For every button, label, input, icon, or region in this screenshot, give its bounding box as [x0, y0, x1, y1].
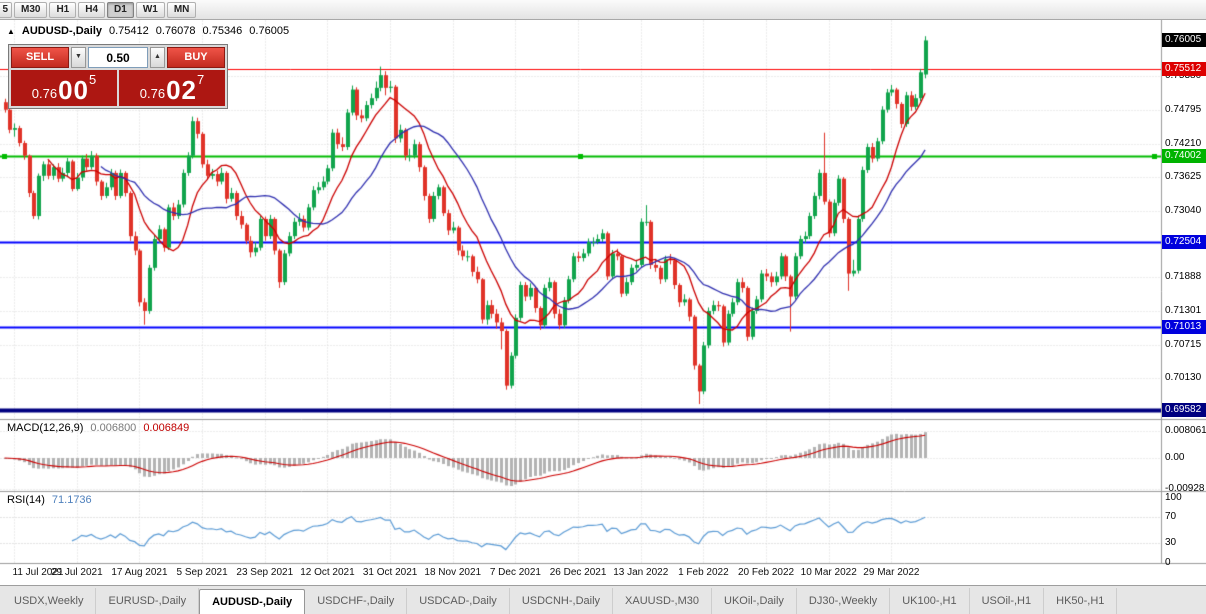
price-badge: 0.74002 — [1162, 148, 1206, 163]
chart-tabs-bar: USDX,Weekly EURUSD-,Daily AUDUSD-,Daily USD… — [0, 585, 1206, 614]
chart-tab-ukoil-daily[interactable]: UKOil-,Daily — [712, 588, 797, 614]
price-axis-label: 0.70130 — [1165, 372, 1202, 384]
ohlc-open: 0.75412 — [109, 25, 149, 37]
rsi-axis-label: 30 — [1165, 537, 1177, 548]
time-axis-label: 29 Mar 2022 — [863, 567, 920, 578]
rsi-axis-label: 100 — [1165, 491, 1182, 503]
time-axis-label: 17 Aug 2021 — [111, 567, 168, 578]
ask-pips: 02 — [166, 75, 197, 105]
chart-tab-usdcad-daily[interactable]: USDCAD-,Daily — [407, 588, 510, 614]
price-axis-label: 0.73625 — [1165, 171, 1202, 183]
time-axis-label: 20 Feb 2022 — [737, 567, 795, 578]
time-axis-label: 5 Sep 2021 — [176, 567, 228, 578]
chart-tab-xauusd-m30[interactable]: XAUUSD-,M30 — [613, 588, 713, 614]
ohlc-low: 0.75346 — [202, 25, 243, 37]
time-axis-label: 26 Dec 2021 — [549, 567, 607, 578]
timeframe-toolbar: 5 M30 H1 H4 D1 W1 MN — [0, 0, 1206, 20]
sell-button[interactable]: SELL — [11, 47, 69, 68]
chart-area: ▲ AUDUSD-,Daily 0.75412 0.76078 0.75346 … — [0, 20, 1206, 585]
price-badge: 0.75512 — [1162, 61, 1206, 76]
chart-tab-usdx-weekly[interactable]: USDX,Weekly — [2, 588, 97, 614]
rsi-label: RSI(14) — [7, 494, 45, 506]
macd-axis-label: -0.00928 — [1165, 482, 1205, 494]
buy-button[interactable]: BUY — [167, 47, 225, 68]
time-axis-label: 11 Jul 2021 — [12, 567, 64, 578]
bid-pips: 00 — [58, 75, 89, 105]
chart-header: ▲ AUDUSD-,Daily 0.75412 0.76078 0.75346 … — [7, 25, 289, 37]
time-axis-label: 10 Mar 2022 — [800, 567, 857, 578]
bid-price[interactable]: 0.76 00 5 — [11, 70, 117, 106]
chart-tab-hk50-h1[interactable]: HK50-,H1 — [1044, 588, 1118, 614]
time-axis-label: 13 Jan 2022 — [613, 567, 669, 578]
timeframe-button-d1[interactable]: D1 — [107, 1, 134, 18]
price-badge: 0.69582 — [1162, 402, 1206, 417]
timeframe-button-h4[interactable]: H4 — [78, 1, 106, 18]
macd-main-value: 0.006800 — [90, 422, 137, 434]
timeframe-button-m30[interactable]: M30 — [14, 1, 48, 18]
volume-increase-button[interactable]: ▲ — [150, 47, 165, 68]
volume-input[interactable] — [88, 47, 148, 68]
ask-price[interactable]: 0.76 02 7 — [119, 70, 225, 106]
ohlc-high: 0.76078 — [155, 25, 196, 37]
time-axis-label: 29 Jul 2021 — [50, 567, 103, 578]
chart-tab-dj30-weekly[interactable]: DJ30-,Weekly — [797, 588, 891, 614]
chart-tab-eurusd-daily[interactable]: EURUSD-,Daily — [96, 588, 200, 614]
time-axis-label: 12 Oct 2021 — [300, 567, 355, 578]
ask-prefix: 0.76 — [139, 86, 166, 101]
macd-signal-value: 0.006849 — [143, 422, 190, 434]
expand-trade-panel-icon[interactable]: ▲ — [7, 26, 15, 36]
macd-axis-label: 0.008061 — [1165, 425, 1206, 437]
price-axis-label: 0.75380 — [1165, 70, 1202, 82]
chart-tab-uk100-h1[interactable]: UK100-,H1 — [890, 588, 970, 614]
timeframe-button-5[interactable]: 5 — [0, 1, 12, 18]
price-badge: 0.76005 — [1162, 33, 1206, 48]
chart-symbol-label: AUDUSD-,Daily — [21, 25, 102, 37]
rsi-value: 71.1736 — [51, 494, 92, 506]
time-axis-label: 1 Feb 2022 — [678, 567, 729, 578]
rsi-axis-label: 0 — [1165, 556, 1171, 568]
bid-prefix: 0.76 — [31, 86, 58, 101]
ask-pipette: 7 — [197, 72, 205, 87]
price-badge: 0.71013 — [1162, 320, 1206, 335]
time-axis-label: 23 Sep 2021 — [236, 567, 294, 578]
macd-axis-label: 0.00 — [1165, 452, 1185, 463]
time-axis-label: 18 Nov 2021 — [424, 567, 482, 578]
rsi-header: RSI(14) 71.1736 — [7, 494, 92, 506]
rsi-axis-label: 70 — [1165, 511, 1177, 522]
chart-tab-usoil-h1[interactable]: USOil-,H1 — [970, 588, 1045, 614]
volume-decrease-button[interactable]: ▼ — [71, 47, 86, 68]
price-axis-label: 0.70715 — [1165, 338, 1202, 350]
ohlc-close: 0.76005 — [249, 25, 290, 37]
price-badge: 0.72504 — [1162, 234, 1206, 249]
price-axis-label: 0.74210 — [1165, 137, 1202, 149]
price-axis-label: 0.73040 — [1165, 204, 1202, 216]
time-axis-label: 7 Dec 2021 — [489, 567, 541, 578]
chart-tab-usdcnh-daily[interactable]: USDCNH-,Daily — [510, 588, 614, 614]
price-axis-label: 0.74795 — [1165, 103, 1202, 115]
macd-header: MACD(12,26,9) 0.006800 0.006849 — [7, 422, 189, 434]
macd-label: MACD(12,26,9) — [7, 422, 84, 434]
timeframe-button-mn[interactable]: MN — [166, 1, 197, 18]
time-axis-label: 31 Oct 2021 — [362, 567, 418, 578]
chart-tab-audusd-daily[interactable]: AUDUSD-,Daily — [199, 589, 306, 614]
timeframe-button-h1[interactable]: H1 — [49, 1, 77, 18]
timeframe-button-w1[interactable]: W1 — [135, 1, 165, 18]
chart-tab-usdchf-daily[interactable]: USDCHF-,Daily — [305, 588, 408, 614]
chart-canvas[interactable] — [0, 20, 1206, 565]
bid-pipette: 5 — [89, 72, 97, 87]
price-axis-label: 0.71888 — [1165, 271, 1202, 283]
price-axis-label: 0.71301 — [1165, 304, 1202, 316]
